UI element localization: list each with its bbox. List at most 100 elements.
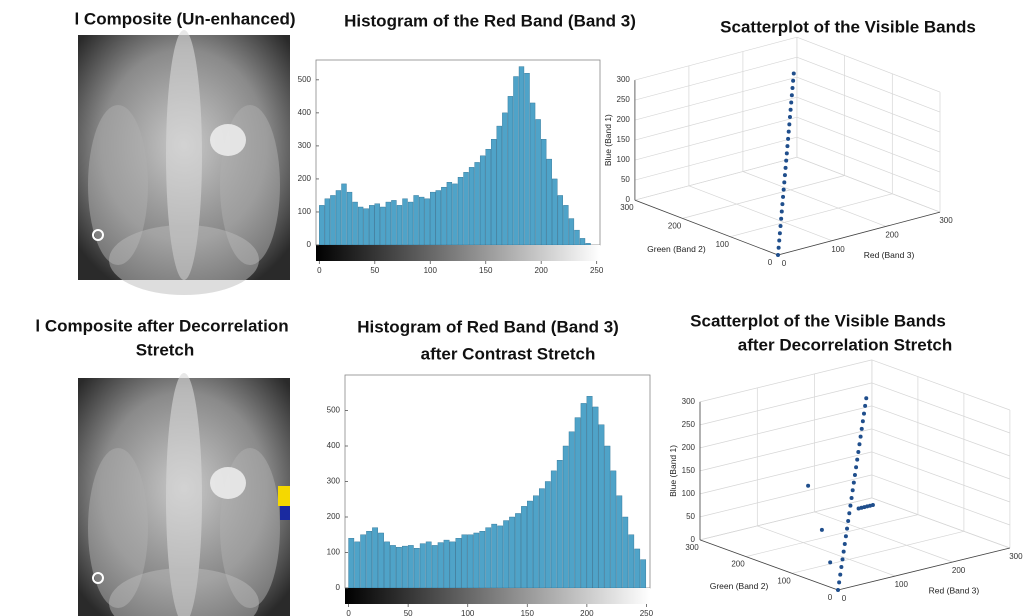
z-tick-label: 150 <box>682 466 696 475</box>
point <box>849 495 854 500</box>
x-tick-label: 0 <box>346 609 351 616</box>
point <box>860 419 865 424</box>
point <box>854 465 859 470</box>
x-tick-label: 150 <box>479 266 493 275</box>
grid-line <box>745 514 918 557</box>
bar <box>628 534 635 589</box>
bar <box>491 523 498 589</box>
bar <box>378 532 384 589</box>
x-tick-label: 0 <box>782 259 787 268</box>
point <box>847 511 852 516</box>
grid-line <box>796 156 941 213</box>
bar <box>431 545 438 589</box>
bar <box>452 183 458 246</box>
bar <box>598 424 605 589</box>
x-tick-label: 100 <box>895 580 909 589</box>
bar <box>552 178 558 246</box>
chart-title: after Contrast Stretch <box>421 344 596 363</box>
bar <box>413 195 419 246</box>
chart-title: after Decorrelation Stretch <box>738 335 952 354</box>
bar <box>557 195 563 246</box>
bar <box>437 542 444 589</box>
bar <box>457 177 464 246</box>
point <box>864 396 869 401</box>
bar <box>491 139 497 246</box>
bar <box>550 470 557 589</box>
bar <box>546 158 552 246</box>
xray-image <box>77 372 291 616</box>
point <box>851 480 856 485</box>
bar <box>535 119 541 246</box>
grid-line <box>699 382 872 426</box>
bar <box>360 534 367 589</box>
bar <box>330 195 336 246</box>
bar <box>544 481 551 589</box>
x-tick-label: 200 <box>535 266 549 275</box>
y-tick-label: 100 <box>777 576 791 585</box>
bar <box>574 417 581 589</box>
z-tick-label: 50 <box>621 175 630 184</box>
grid-line <box>699 359 872 403</box>
image-title: l Composite (Un-enhanced) <box>74 9 295 28</box>
point <box>845 526 850 531</box>
axis-line <box>777 211 941 256</box>
point <box>781 194 786 199</box>
bar <box>385 201 392 246</box>
z-tick-label: 100 <box>617 155 631 164</box>
bar <box>407 201 414 246</box>
x-tick-label: 300 <box>939 216 953 225</box>
bar <box>586 396 593 589</box>
point <box>840 557 845 562</box>
bar <box>616 495 623 589</box>
axis-line <box>699 539 839 591</box>
grid-line <box>796 36 941 93</box>
bar <box>479 531 486 589</box>
bar <box>541 139 547 246</box>
grid-line <box>796 96 941 153</box>
point <box>786 136 791 141</box>
grid-line <box>688 185 833 242</box>
bar <box>568 218 575 246</box>
z-axis-label: Blue (Band 1) <box>603 114 613 166</box>
point <box>777 238 782 243</box>
grid-line <box>796 76 941 133</box>
bar <box>513 76 519 246</box>
bar <box>485 527 492 589</box>
bar <box>474 162 480 246</box>
point <box>790 86 795 91</box>
bar <box>580 403 587 589</box>
y-axis-label: Green (Band 2) <box>710 581 769 591</box>
point <box>786 129 791 134</box>
grid-line <box>634 36 797 81</box>
point <box>856 449 861 454</box>
bar <box>556 460 563 589</box>
bar <box>357 206 364 246</box>
point <box>861 411 866 416</box>
point <box>852 472 857 477</box>
bar <box>563 205 569 246</box>
z-tick-label: 300 <box>617 75 631 84</box>
grid-line <box>796 116 941 173</box>
point <box>837 580 842 585</box>
bar <box>413 548 420 589</box>
point <box>784 151 789 156</box>
image-title: l Composite after Decorrelation <box>35 316 288 335</box>
bar <box>604 445 611 589</box>
y-tick-label: 200 <box>731 560 745 569</box>
bar <box>418 196 425 246</box>
bar <box>372 527 378 589</box>
grid-line <box>796 56 941 113</box>
bar <box>496 125 502 246</box>
chart-title: Histogram of the Red Band (Band 3) <box>344 11 636 30</box>
point <box>846 518 851 523</box>
z-tick-label: 250 <box>617 95 631 104</box>
bar <box>384 541 390 589</box>
bar <box>622 516 629 589</box>
point <box>778 223 783 228</box>
chart-title: Scatterplot of the Visible Bands <box>720 17 976 36</box>
z-tick-label: 0 <box>691 535 696 544</box>
y-tick-label: 400 <box>327 441 341 450</box>
grid-line <box>634 116 797 161</box>
point <box>791 71 796 76</box>
bar <box>369 205 375 246</box>
